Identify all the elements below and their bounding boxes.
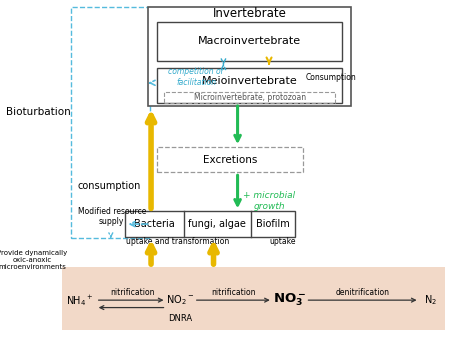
Bar	[148, 7, 350, 106]
Text: Invertebrate: Invertebrate	[212, 7, 286, 20]
Text: Biofilm: Biofilm	[255, 219, 289, 229]
Text: NO$_2$$^-$: NO$_2$$^-$	[166, 293, 194, 307]
Text: fungi, algae: fungi, algae	[187, 219, 245, 229]
Text: denitrification: denitrification	[335, 288, 389, 297]
Bar	[71, 7, 150, 238]
Text: Modified resource
supply: Modified resource supply	[77, 207, 146, 226]
Text: NH$_4$$^+$: NH$_4$$^+$	[66, 293, 93, 308]
Text: nitrification: nitrification	[110, 288, 154, 297]
Text: Provide dynamically
oxic-anoxic
microenvironments: Provide dynamically oxic-anoxic microenv…	[0, 250, 67, 270]
Text: Microinvertebrate, protozoan: Microinvertebrate, protozoan	[193, 93, 305, 102]
Text: Excretions: Excretions	[202, 155, 257, 165]
Bar	[125, 211, 294, 237]
Text: Bacteria: Bacteria	[133, 219, 174, 229]
Text: DNRA: DNRA	[168, 314, 192, 323]
Bar	[61, 267, 444, 330]
Bar	[157, 147, 303, 172]
Bar	[157, 22, 341, 61]
Text: Bioturbation: Bioturbation	[6, 106, 71, 117]
Text: + microbial
growth: + microbial growth	[243, 191, 294, 211]
Text: uptake and transformation: uptake and transformation	[126, 237, 229, 246]
Text: uptake: uptake	[269, 237, 295, 246]
Bar	[164, 92, 334, 103]
Text: consumption: consumption	[78, 181, 141, 191]
Text: $\mathbf{NO_3^-}$: $\mathbf{NO_3^-}$	[273, 292, 305, 308]
Text: Meioinvertebrate: Meioinvertebrate	[202, 76, 297, 86]
Text: competition or
facilitation: competition or facilitation	[168, 67, 223, 87]
Text: Macroinvertebrate: Macroinvertebrate	[197, 37, 301, 46]
Bar	[157, 68, 341, 103]
Text: N$_2$: N$_2$	[424, 293, 436, 307]
Text: Consumption: Consumption	[305, 73, 355, 81]
Text: nitrification: nitrification	[211, 288, 255, 297]
